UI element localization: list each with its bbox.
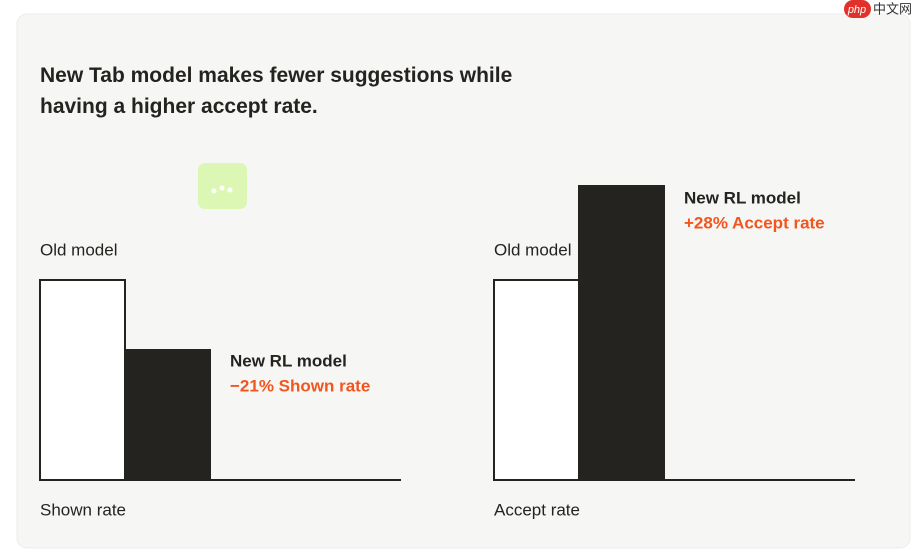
category-label: Old model [40, 240, 117, 259]
category-label: New RL model [684, 188, 801, 207]
watermark-logo-bg [844, 0, 871, 18]
x-axis-label: Accept rate [494, 500, 580, 519]
icon-dot [219, 185, 225, 191]
watermark-logo: php [847, 4, 866, 16]
title: New Tab model makes fewer suggestions wh… [40, 64, 513, 118]
category-label: New RL model [230, 351, 347, 370]
bar [39, 279, 126, 481]
category-label: Old model [494, 240, 571, 259]
x-axis-label: Shown rate [40, 500, 126, 519]
bar [578, 185, 665, 481]
annotation: +28% Accept rate [684, 213, 825, 232]
icon-dot [211, 188, 217, 194]
annotation: −21% Shown rate [230, 376, 370, 395]
icon-dot [227, 187, 233, 193]
bar [493, 279, 580, 481]
watermark: 中文网 [873, 1, 912, 16]
bar [124, 349, 211, 481]
card [16, 13, 911, 549]
